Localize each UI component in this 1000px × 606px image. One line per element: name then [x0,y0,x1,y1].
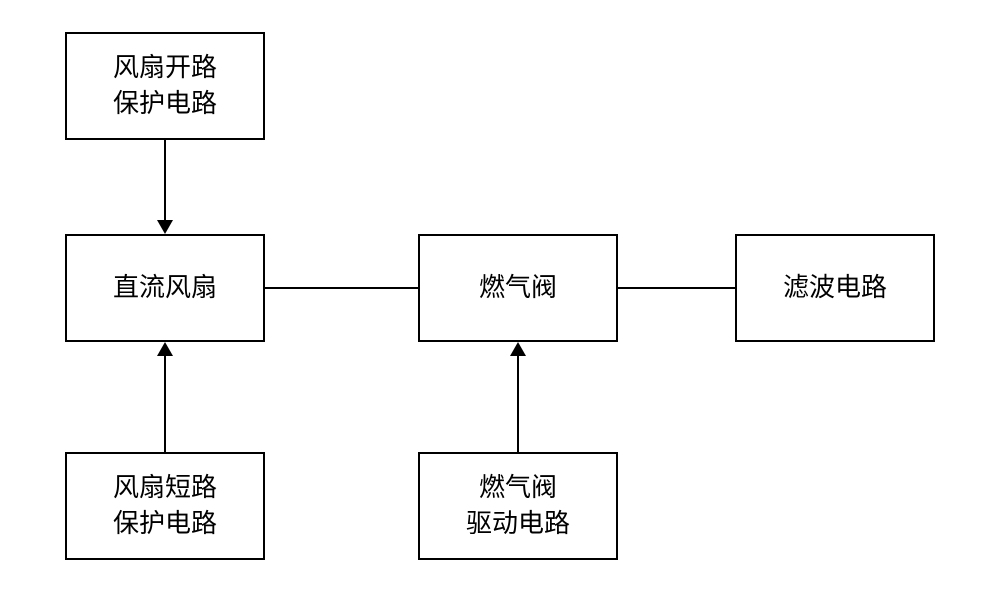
node-label: 燃气阀 [479,270,557,306]
arrow-gasvalvedriver-to-gasvalve [510,342,526,356]
label-line2: 保护电路 [113,89,217,118]
edge-short-protection-to-dcfan [164,356,166,452]
label-line2: 保护电路 [113,509,217,538]
node-fan-short-protection: 风扇短路 保护电路 [65,452,265,560]
node-label: 直流风扇 [113,270,217,306]
node-label: 风扇短路 保护电路 [113,470,217,543]
node-gas-valve-driver: 燃气阀 驱动电路 [418,452,618,560]
edge-gasvalvedriver-to-gasvalve [517,356,519,452]
edge-dcfan-to-gasvalve [265,287,418,289]
node-filter-circuit: 滤波电路 [735,234,935,342]
edge-gasvalve-to-filter [618,287,735,289]
label-line1: 风扇短路 [113,473,217,502]
label-line1: 燃气阀 [479,473,557,502]
arrow-open-protection-to-dcfan [157,220,173,234]
label-line1: 风扇开路 [113,53,217,82]
edge-open-protection-to-dcfan [164,140,166,220]
node-label: 燃气阀 驱动电路 [466,470,570,543]
node-fan-open-protection: 风扇开路 保护电路 [65,32,265,140]
node-label: 风扇开路 保护电路 [113,50,217,123]
arrow-short-protection-to-dcfan [157,342,173,356]
node-label: 滤波电路 [783,270,887,306]
label-line2: 驱动电路 [466,509,570,538]
node-dc-fan: 直流风扇 [65,234,265,342]
node-gas-valve: 燃气阀 [418,234,618,342]
